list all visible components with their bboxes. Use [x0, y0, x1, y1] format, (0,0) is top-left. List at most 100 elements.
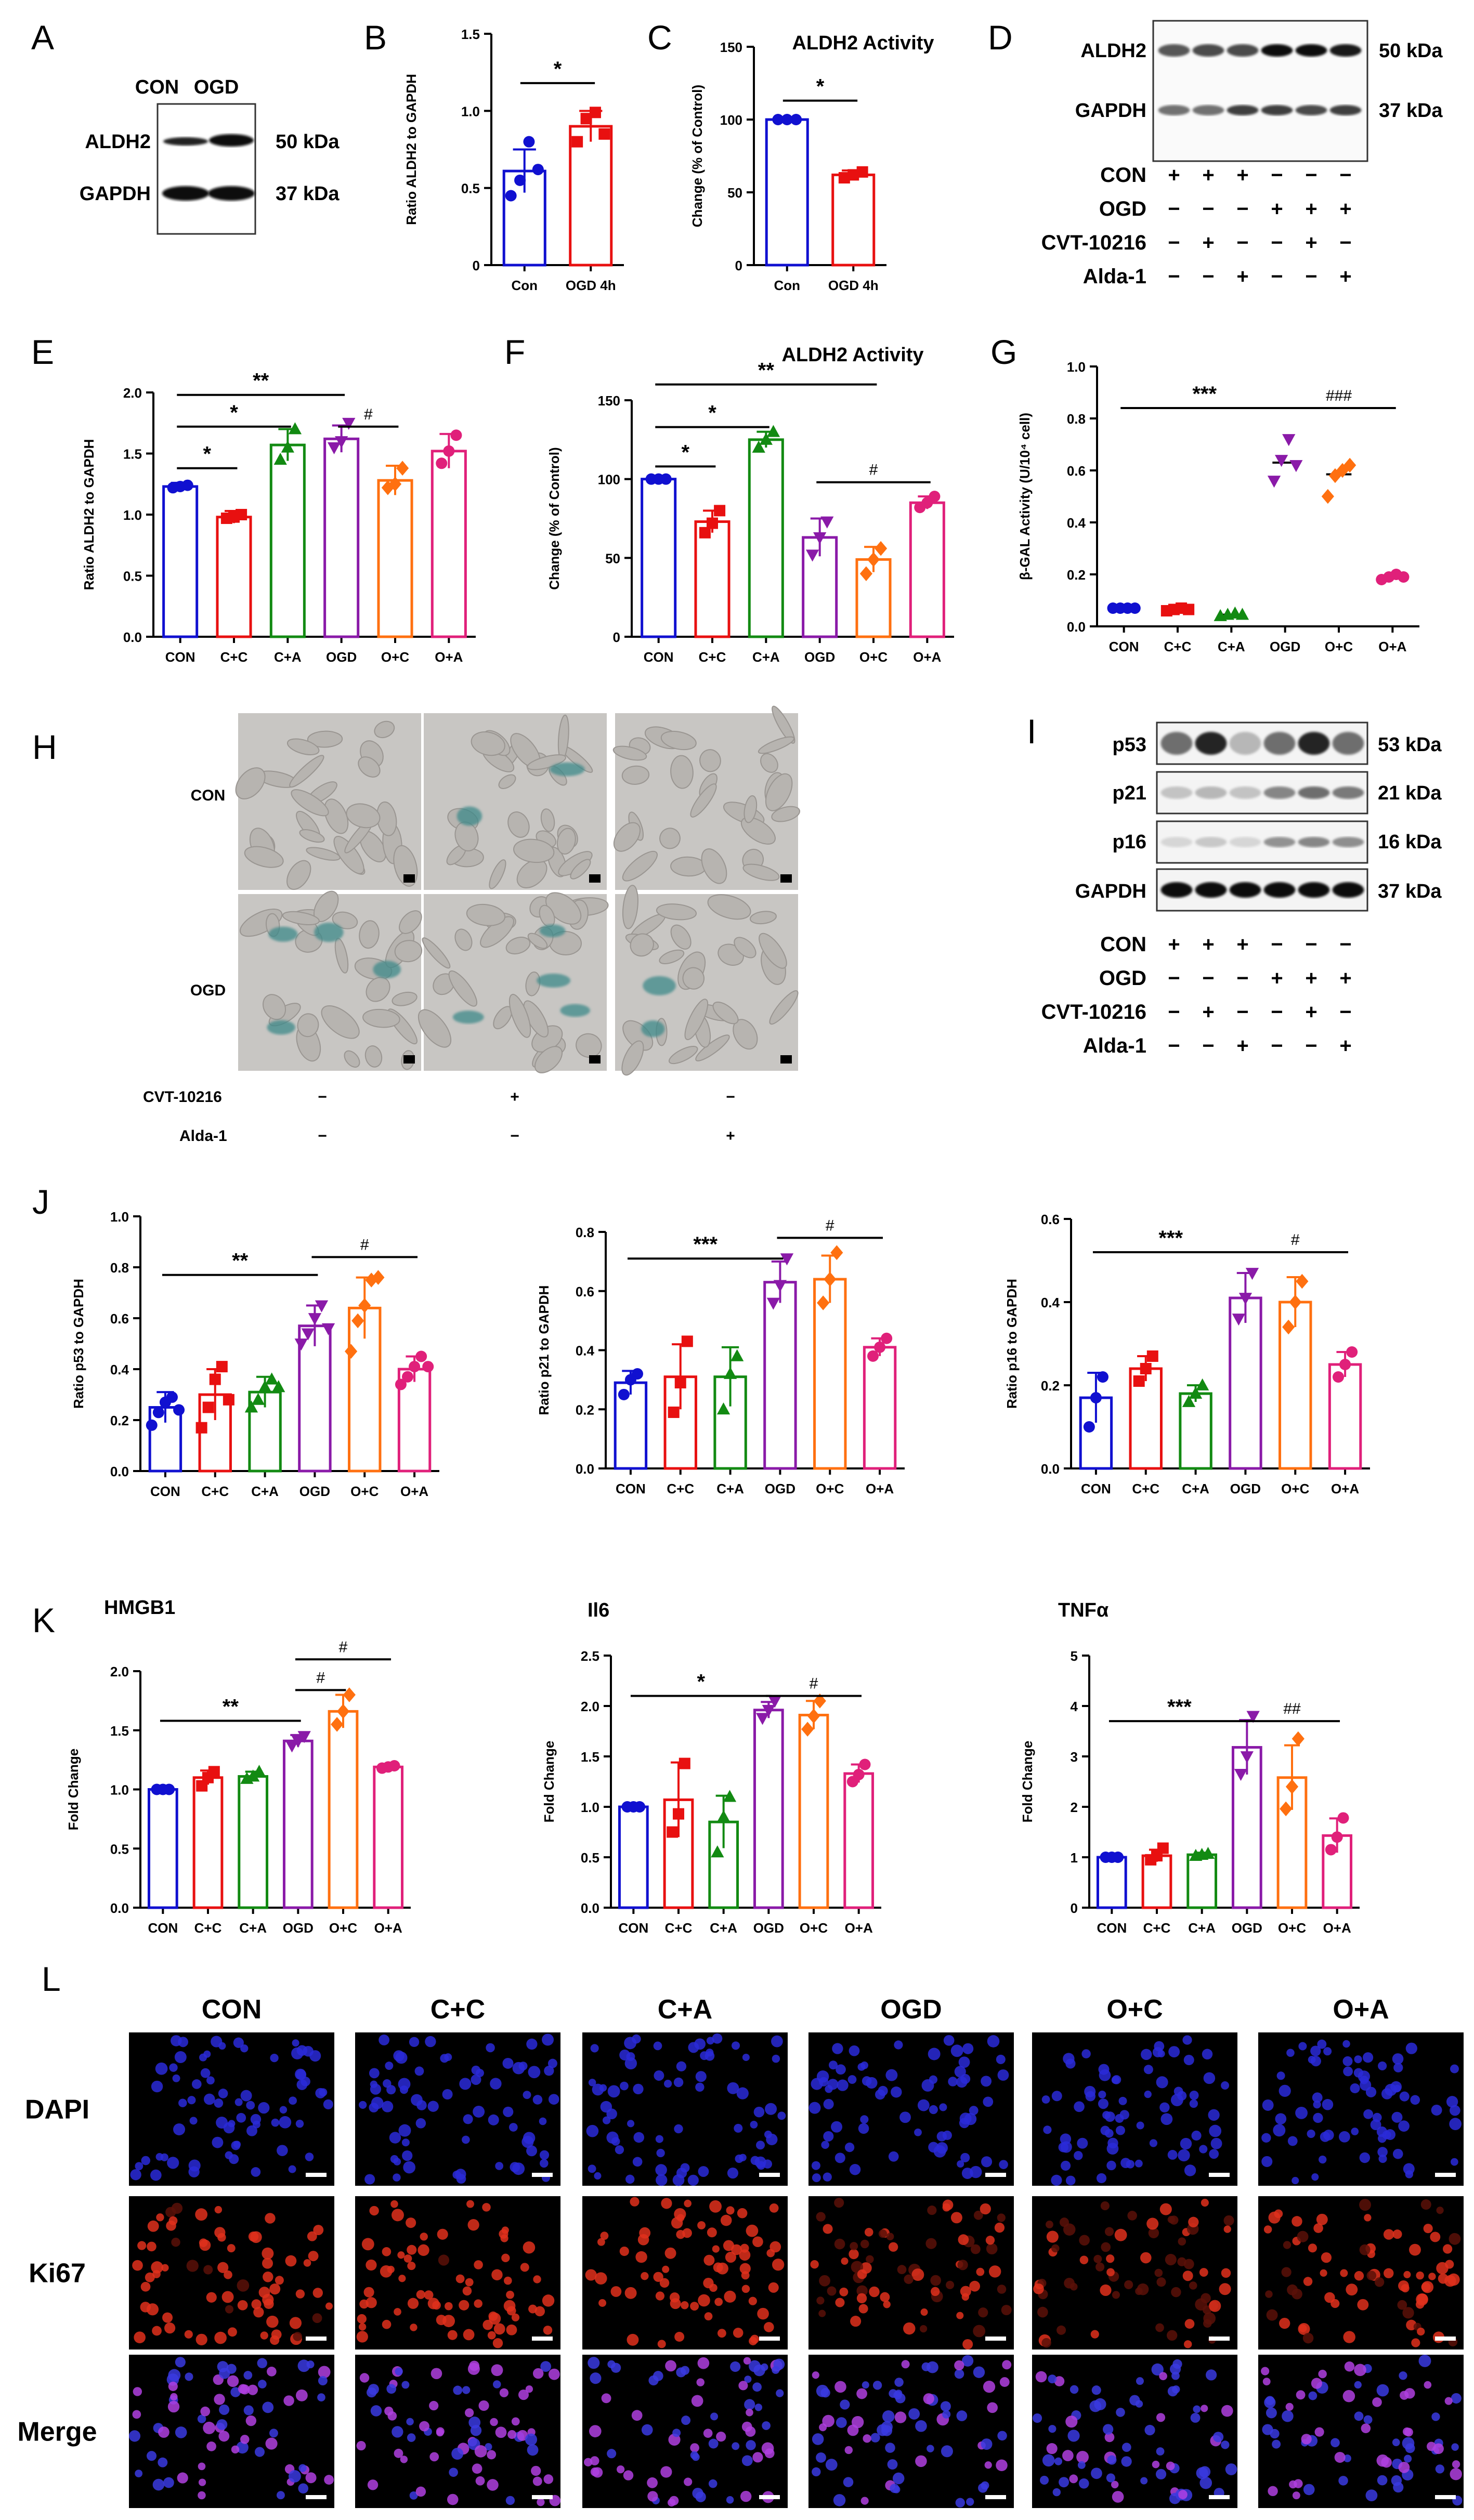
cell [344, 1050, 360, 1068]
fluorescence-tile [129, 2196, 334, 2350]
data-point [1240, 1751, 1254, 1764]
significance-mark: * [708, 402, 716, 425]
significance-mark: *** [1158, 1227, 1183, 1250]
data-point [223, 1394, 234, 1406]
data-point [236, 509, 247, 520]
nucleus [1261, 2156, 1273, 2167]
data-point [1183, 603, 1195, 615]
data-point [838, 172, 850, 183]
nucleus [1177, 2257, 1186, 2266]
nucleus [1111, 2480, 1119, 2489]
nucleus [1350, 2083, 1360, 2094]
nucleus [1199, 2476, 1212, 2489]
panel-label-d: D [988, 18, 1013, 57]
sa-beta-gal-stain [560, 1004, 591, 1017]
fluorescence-tile [1032, 2196, 1237, 2350]
data-point [443, 445, 455, 457]
significance-mark: * [203, 443, 212, 466]
nucleus [1106, 2143, 1119, 2155]
nucleus [269, 2283, 281, 2295]
condition-label: OGD [1099, 967, 1146, 990]
nucleus [878, 2229, 888, 2238]
nucleus [653, 2272, 663, 2282]
nucleus [620, 2081, 629, 2091]
nucleus [858, 2304, 868, 2314]
significance-mark: * [697, 1671, 706, 1694]
nucleus [231, 2445, 240, 2454]
nucleus [177, 2472, 188, 2484]
nucleus [590, 2467, 599, 2476]
nucleus [720, 2214, 732, 2226]
band-gapdh [1158, 105, 1190, 115]
scale-bar [759, 2337, 780, 2341]
nucleus [248, 2232, 259, 2242]
data-point [1285, 1779, 1299, 1794]
nucleus [1343, 2455, 1351, 2462]
data-point [163, 1783, 175, 1795]
y-tick-label: 0.0 [110, 1900, 129, 1916]
nucleus [890, 2484, 899, 2493]
nucleus [739, 2249, 751, 2261]
cell [307, 730, 343, 748]
data-point [813, 1694, 826, 1709]
data-point [166, 1391, 178, 1403]
nucleus [429, 2400, 439, 2411]
cell [690, 783, 717, 818]
nucleus [1283, 2241, 1292, 2249]
y-tick-label: 0.4 [110, 1362, 129, 1377]
nucleus [140, 2302, 151, 2313]
nucleus [988, 2265, 1001, 2278]
nucleus [690, 2451, 699, 2460]
nucleus [1398, 2461, 1410, 2473]
nucleus [607, 2085, 620, 2098]
x-tick-label: CON [165, 649, 195, 665]
condition-sign: + [1236, 265, 1248, 288]
nucleus [1157, 2050, 1165, 2058]
column-label: O+A [1333, 1994, 1389, 2025]
nucleus [1160, 2113, 1173, 2125]
nucleus [1042, 2454, 1055, 2467]
nucleus [1431, 2105, 1442, 2116]
nucleus [1320, 2269, 1327, 2277]
nucleus [1156, 2076, 1168, 2089]
data-point [272, 1380, 285, 1393]
nucleus [313, 2225, 324, 2236]
x-tick-label: C+C [1143, 1920, 1171, 1936]
cell [362, 1008, 400, 1028]
y-tick-label: 2.0 [581, 1699, 599, 1714]
data-point [790, 114, 802, 125]
nucleus [627, 2120, 635, 2128]
data-point [422, 1361, 434, 1373]
y-tick-label: 0.5 [581, 1850, 599, 1866]
nucleus [523, 2241, 536, 2254]
nucleus [1362, 2052, 1374, 2063]
nucleus [186, 2260, 199, 2272]
data-point [294, 1338, 308, 1351]
data-point [820, 516, 834, 529]
fluorescence-tile [808, 2196, 1014, 2350]
bar [298, 1324, 332, 1473]
nucleus [999, 2377, 1010, 2387]
data-point [867, 552, 880, 567]
data-point [1280, 1801, 1293, 1817]
nucleus [986, 2243, 998, 2255]
nucleus [653, 2041, 662, 2051]
cell [772, 705, 795, 744]
blot-i: p53 p21 p16 GAPDH 53 kDa 21 kDa 16 kDa 3… [1041, 721, 1442, 1057]
nucleus [1343, 2066, 1353, 2077]
y-axis-title: Change (% of Control) [546, 447, 562, 589]
nucleus [145, 2272, 155, 2282]
condition-sign: + [1236, 933, 1248, 956]
nucleus [745, 2426, 756, 2437]
condition-sign: + [726, 1127, 735, 1145]
data-point [768, 1696, 781, 1708]
y-tick-label: 0.4 [576, 1343, 595, 1359]
nucleus [888, 2151, 899, 2162]
data-point [1196, 1378, 1209, 1390]
cell [621, 765, 650, 785]
nucleus [399, 2085, 409, 2094]
nucleus [1318, 2369, 1327, 2379]
micrograph-tile [418, 892, 609, 1073]
